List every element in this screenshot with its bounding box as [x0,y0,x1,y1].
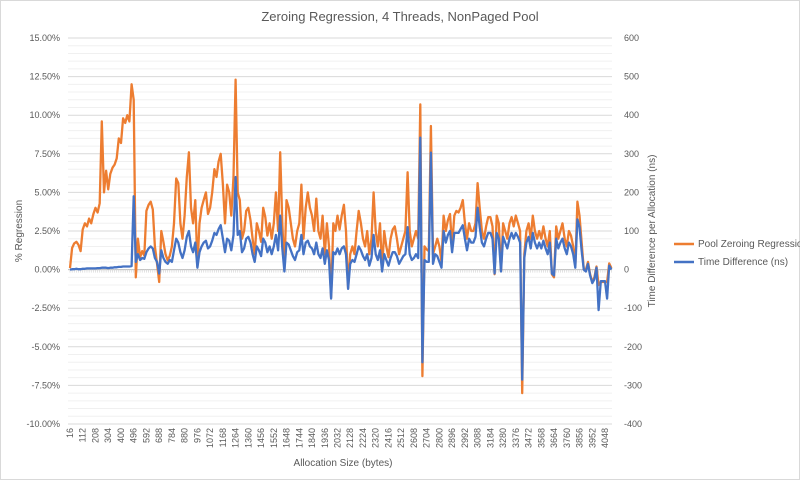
x-tick-label: 3376 [511,428,521,448]
legend-label-regression: Pool Zeroing Regression [698,239,800,250]
legend: Pool Zeroing Regression Time Difference … [674,239,800,268]
x-tick-label: 4048 [600,428,610,448]
x-tick-label: 16 [65,428,75,438]
x-tick-label: 2320 [371,428,381,448]
right-y-tick-label: 0 [624,265,629,275]
x-tick-label: 1936 [320,428,330,448]
left-y-tick-label: 5.00% [34,187,60,197]
legend-label-time: Time Difference (ns) [698,257,788,268]
right-y-tick-label: -200 [624,342,642,352]
x-tick-label: 2224 [358,428,368,448]
x-tick-label: 304 [103,428,113,443]
right-y-tick-label: -300 [624,380,642,390]
left-y-tick-label: -2.50% [31,303,60,313]
left-axis-title: % Regression [14,200,25,262]
right-y-axis: 600 500 400 300 200 100 0 -100 -200 -300 -400 [624,33,642,429]
x-tick-label: 1840 [307,428,317,448]
x-tick-label: 1744 [294,428,304,448]
x-tick-label: 2128 [345,428,355,448]
chart-title: Zeroing Regression, 4 Threads, NonPaged … [261,9,538,24]
x-tick-label: 592 [141,428,151,443]
x-tick-label: 3280 [498,428,508,448]
x-tick-label: 2800 [434,428,444,448]
x-tick-label: 2416 [383,428,393,448]
right-y-tick-label: 600 [624,33,639,43]
x-tick-label: 3472 [524,428,534,448]
x-tick-label: 2032 [332,428,342,448]
x-tick-label: 784 [167,428,177,443]
x-tick-label: 1552 [269,428,279,448]
x-tick-label: 208 [90,428,100,443]
series-lines [68,78,613,395]
left-y-tick-label: -5.00% [31,342,60,352]
x-axis-title: Allocation Size (bytes) [294,458,393,469]
left-y-tick-label: 15.00% [29,33,60,43]
left-y-axis: 15.00% 12.50% 10.00% 7.50% 5.00% 2.50% 0.00% -2… [26,33,60,429]
x-axis-ticks: 16 112 208 304 400 496 592 688 784 880 976 1072 1168… [65,428,610,448]
x-tick-label: 2992 [460,428,470,448]
left-y-tick-label: 0.00% [34,265,60,275]
x-tick-label: 2704 [422,428,432,448]
right-y-tick-label: 100 [624,226,639,236]
x-tick-label: 2608 [409,428,419,448]
series-line-time-difference [69,136,613,381]
right-y-tick-label: 300 [624,149,639,159]
right-y-tick-label: 200 [624,187,639,197]
x-tick-label: 880 [180,428,190,443]
x-tick-label: 3568 [536,428,546,448]
x-tick-label: 1168 [218,428,228,447]
left-y-tick-label: -10.00% [26,419,60,429]
x-tick-label: 1264 [231,428,241,448]
right-y-tick-label: -100 [624,303,642,313]
left-y-tick-label: -7.50% [31,380,60,390]
x-tick-label: 2512 [396,428,406,448]
x-tick-label: 400 [116,428,126,443]
x-tick-label: 1072 [205,428,215,448]
x-tick-label: 3184 [485,428,495,448]
x-tick-label: 1648 [282,428,292,448]
x-tick-label: 3088 [473,428,483,448]
right-y-tick-label: 500 [624,72,639,82]
x-tick-label: 3952 [587,428,597,448]
x-tick-label: 1360 [243,428,253,448]
right-y-tick-label: -400 [624,419,642,429]
x-tick-label: 112 [78,428,88,442]
left-y-tick-label: 10.00% [29,110,60,120]
x-tick-label: 976 [192,428,202,443]
x-tick-label: 1456 [256,428,266,448]
left-y-tick-label: 7.50% [34,149,60,159]
right-y-tick-label: 400 [624,110,639,120]
x-tick-label: 3856 [575,428,585,448]
left-y-tick-label: 12.50% [29,72,60,82]
x-tick-label: 496 [129,428,139,443]
left-y-tick-label: 2.50% [34,226,60,236]
x-tick-label: 3664 [549,428,559,448]
x-tick-label: 2896 [447,428,457,448]
x-tick-label: 3760 [562,428,572,448]
right-axis-title: Time Difference per Allocation (ns) [647,155,658,308]
x-tick-label: 688 [154,428,164,443]
